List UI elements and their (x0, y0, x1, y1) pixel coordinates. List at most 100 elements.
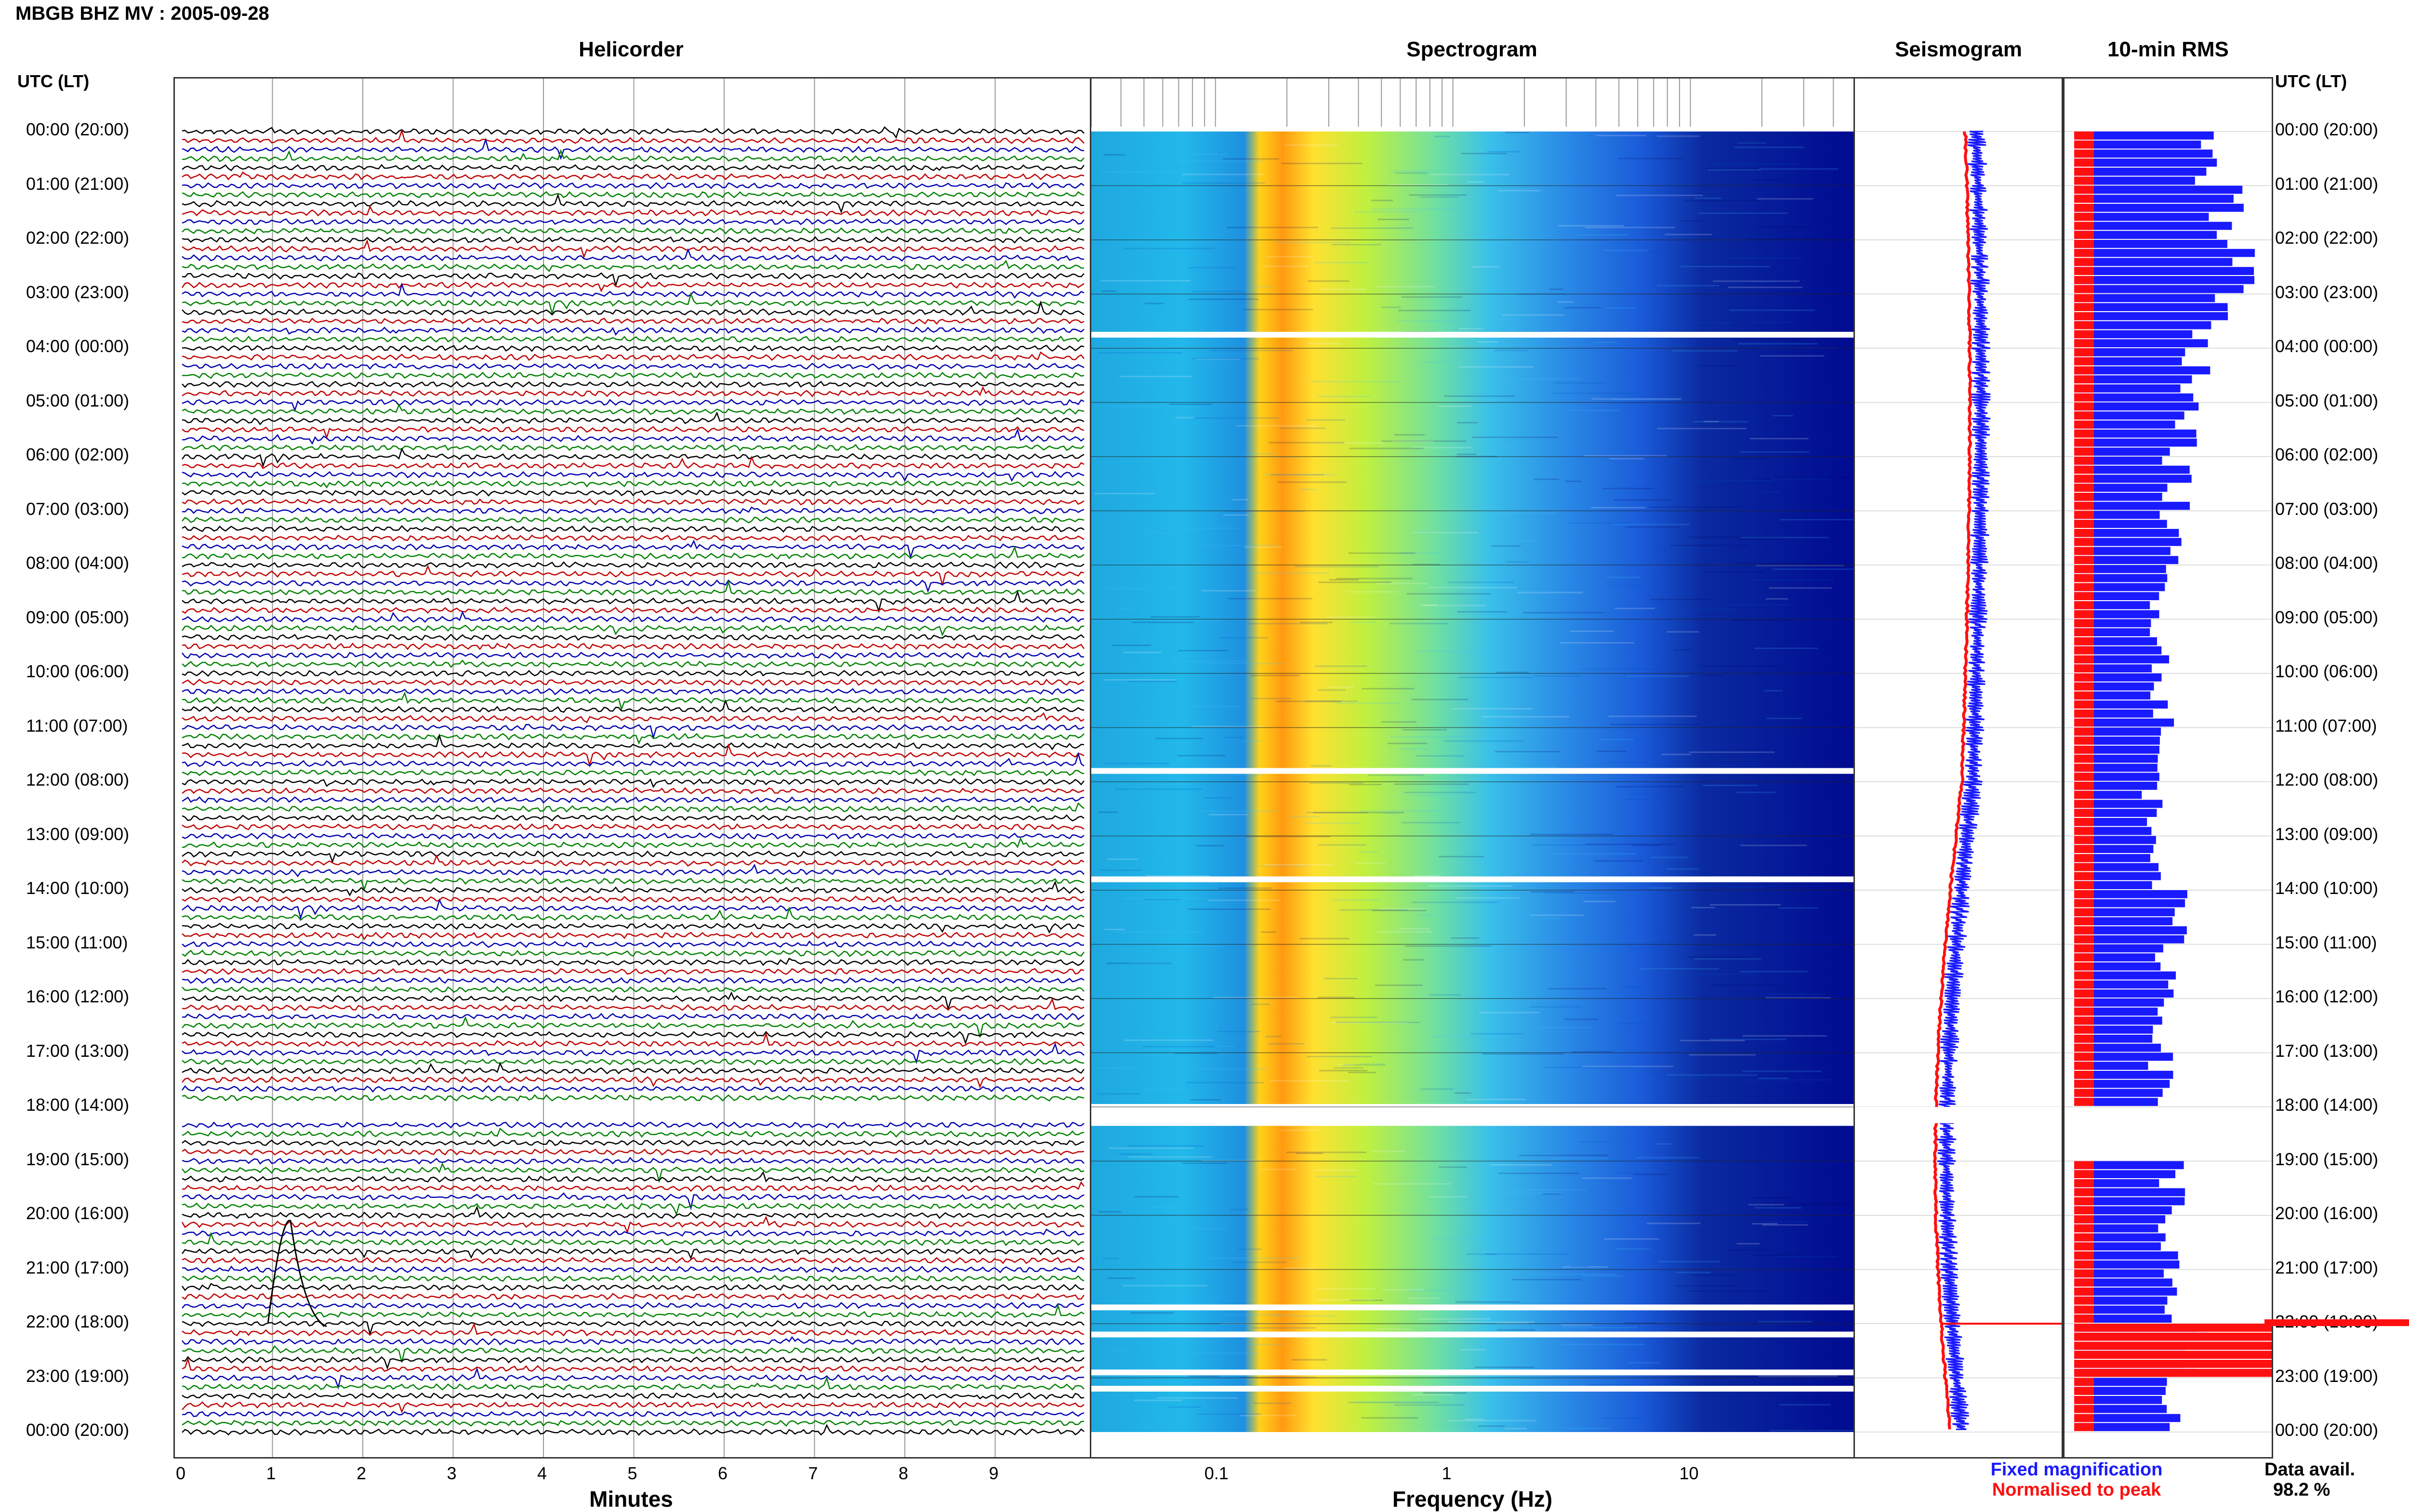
rms-bar-fixed (2074, 863, 2159, 871)
helicorder-trace (182, 193, 1085, 214)
rms-bar-fixed (2074, 1233, 2166, 1242)
rms-bar-normalised (2074, 1414, 2094, 1422)
helicorder-trace (182, 1012, 1085, 1020)
helicorder-trace (182, 164, 1085, 171)
time-label-left: 06:00 (02:00) (26, 445, 130, 464)
spectrogram-gap (1091, 331, 1853, 338)
helicorder-trace (182, 1148, 1085, 1156)
rms-bar-normalised (2074, 402, 2094, 411)
helicorder-trace (182, 362, 1085, 370)
rms-bar-fixed (2074, 1288, 2177, 1296)
rms-bar-normalised (2074, 285, 2094, 293)
helicorder-trace (182, 643, 1085, 650)
helicorder-trace (182, 488, 1085, 497)
helicorder-trace (182, 191, 1085, 198)
time-label-left: 12:00 (08:00) (26, 770, 130, 789)
rms-bar-normalised (2074, 384, 2094, 393)
helicorder-trace (182, 699, 1085, 713)
rms-bar-normalised (2074, 872, 2094, 881)
rms-bar-normalised (2074, 1360, 2272, 1368)
helicorder-trace (182, 1392, 1085, 1400)
rms-bar-normalised (2074, 845, 2094, 853)
helicorder-trace (182, 1303, 1085, 1318)
helicorder-trace (182, 832, 1085, 840)
helicorder-trace (182, 976, 1085, 984)
rms-plot (2065, 131, 2272, 1433)
helicorder-trace (182, 932, 1085, 940)
rms-bar-normalised (2074, 592, 2094, 600)
helicorder-trace (182, 854, 1085, 867)
rms-bar-normalised (2074, 258, 2094, 266)
rms-bar-fixed (2074, 836, 2156, 844)
rms-bar-fixed (2074, 375, 2192, 383)
rms-bar-normalised (2074, 1206, 2094, 1214)
helicorder-panel (173, 77, 1091, 1459)
helicorder-trace (182, 1157, 1085, 1165)
rms-bar-normalised (2074, 953, 2094, 961)
rms-bar-normalised (2074, 1224, 2094, 1233)
rms-bar-normalised (2074, 357, 2094, 366)
rms-bar-fixed (2074, 303, 2228, 311)
rms-bar-fixed (2074, 1161, 2184, 1170)
helicorder-trace (182, 1139, 1085, 1147)
rms-bar-normalised (2074, 890, 2094, 898)
helicorder-trace (182, 880, 1085, 897)
time-label-right: 16:00 (12:00) (2275, 986, 2379, 1006)
time-label-right: 00:00 (20:00) (2275, 1420, 2379, 1440)
rms-bar-fixed (2074, 131, 2214, 140)
rms-bar-fixed (2074, 484, 2168, 492)
rms-bar-fixed (2074, 249, 2255, 257)
rms-bar-normalised (2074, 1405, 2094, 1413)
helicorder-trace (182, 1302, 1085, 1310)
time-label-right: 19:00 (15:00) (2275, 1149, 2379, 1169)
rms-bar-fixed (2074, 565, 2166, 573)
rms-bar-fixed (2074, 655, 2170, 664)
helicorder-trace (182, 248, 1085, 262)
rms-bar-normalised (2074, 149, 2094, 158)
helicorder-tick-label: 3 (447, 1463, 457, 1483)
spectrogram-panel (1090, 77, 1855, 1459)
rms-bar-normalised (2074, 447, 2094, 456)
helicorder-trace (182, 1205, 1085, 1219)
rms-bar-normalised (2074, 926, 2094, 934)
rms-bar-fixed (2074, 258, 2233, 266)
rms-bar-normalised (2074, 1396, 2094, 1404)
helicorder-trace (182, 1320, 1085, 1337)
helicorder-trace (182, 149, 1085, 162)
helicorder-trace (182, 796, 1085, 804)
seismogram-normalised-trace (1932, 131, 1972, 1430)
helicorder-trace (182, 922, 1085, 934)
helicorder-trace (182, 1171, 1085, 1183)
helicorder-trace (182, 1322, 1085, 1337)
helicorder-trace (182, 371, 1085, 379)
time-label-left: 10:00 (06:00) (26, 661, 130, 681)
rms-bar-normalised (2074, 881, 2094, 889)
rms-bar-normalised (2074, 294, 2094, 302)
time-label-right: 00:00 (20:00) (2275, 119, 2379, 139)
rms-bar-fixed (2074, 980, 2169, 989)
spectrogram-plot (1091, 79, 1853, 1432)
rms-bar-fixed (2074, 294, 2215, 302)
spectrogram-gap (1091, 1386, 1853, 1392)
rms-bar-fixed (2074, 583, 2165, 592)
rms-bar-normalised (2074, 601, 2094, 609)
helicorder-trace (182, 1181, 1085, 1192)
rms-bar-fixed (2074, 547, 2171, 555)
helicorder-trace (182, 1423, 1085, 1436)
helicorder-trace (182, 326, 1085, 336)
rms-bar-normalised (2074, 790, 2094, 799)
helicorder-trace (182, 129, 1085, 145)
helicorder-tick-label: 7 (808, 1463, 818, 1483)
rms-bar-fixed (2074, 935, 2184, 944)
spectrogram-gap (1091, 1369, 1853, 1376)
rms-bar-fixed (2074, 267, 2254, 275)
rms-bar-normalised (2074, 1179, 2094, 1187)
rms-bar-fixed (2074, 1423, 2170, 1431)
rms-bar-normalised (2074, 1351, 2272, 1359)
rms-bar-normalised (2074, 863, 2094, 871)
rms-bar-fixed (2074, 457, 2162, 465)
rms-bar-fixed (2074, 1071, 2173, 1079)
rms-bar-fixed (2074, 1170, 2175, 1178)
rms-bar-fixed (2074, 240, 2227, 248)
rms-bar-fixed (2074, 195, 2234, 203)
